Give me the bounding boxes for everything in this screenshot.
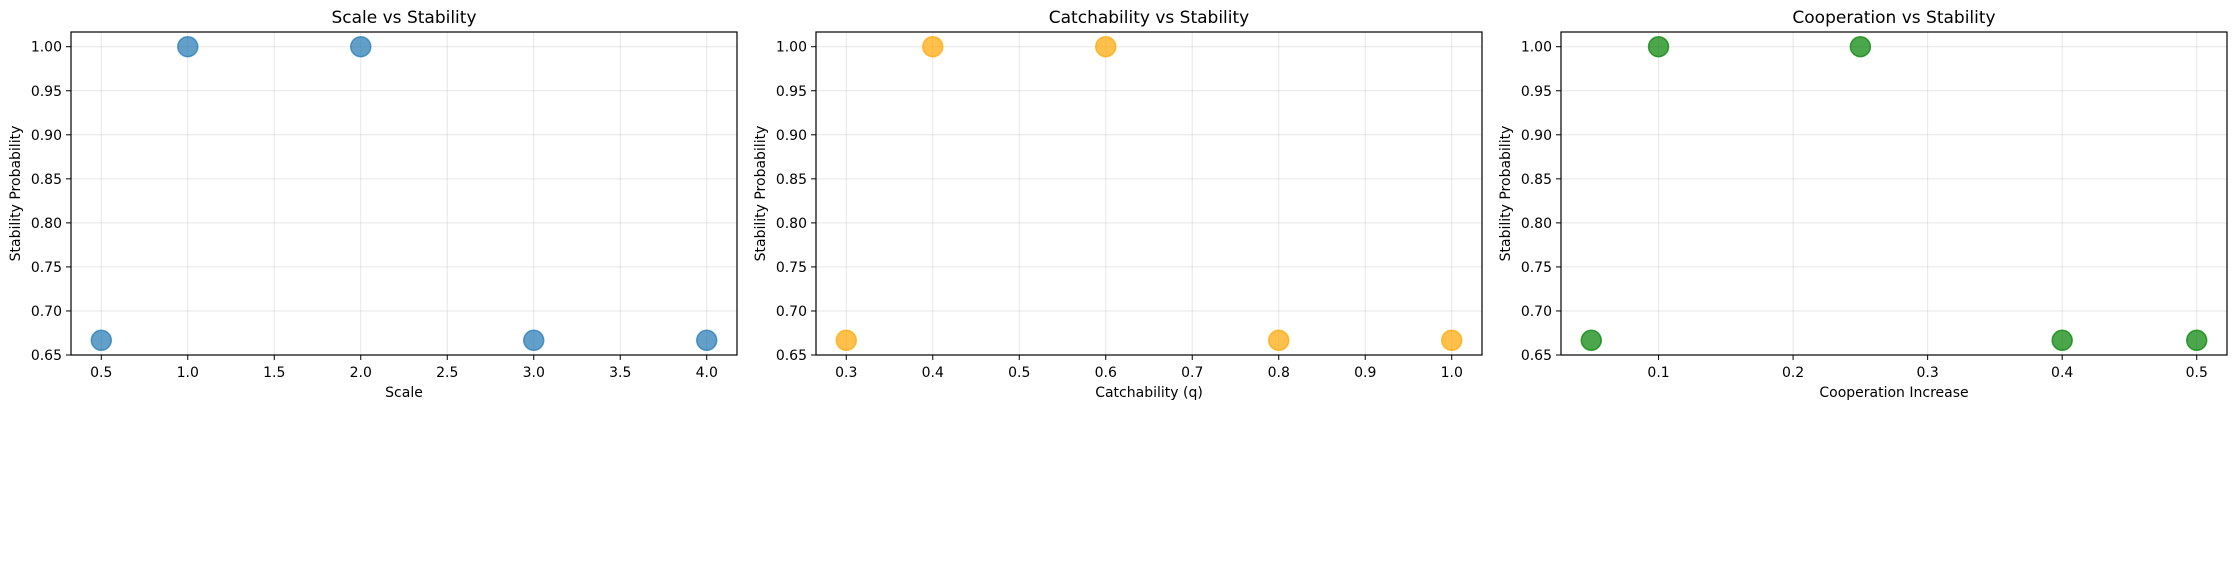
y-axis-label: Stability Probability [753, 126, 769, 262]
x-tick-label: 4.0 [696, 365, 718, 381]
data-point [177, 35, 199, 58]
y-tick-label: 0.90 [1521, 128, 1552, 144]
x-axis-label: Scale [385, 385, 423, 401]
x-tick-label: 1.5 [263, 365, 285, 381]
chart-panel-3: 0.1 0.2 0.3 0.4 0.5 0.65 0.70 0.75 0.80 0.85 0.90 0… [1498, 8, 2228, 401]
data-point [835, 329, 858, 352]
axes-frame [815, 31, 1483, 356]
y-tick-label: 1.00 [31, 40, 62, 56]
x-tick-label: 0.8 [1268, 365, 1290, 381]
y-tick-label: 0.70 [1521, 304, 1552, 320]
x-tick-label: 0.3 [835, 365, 857, 381]
x-axis-label: Catchability (q) [1095, 385, 1203, 401]
data-point [1095, 35, 1117, 58]
x-tick-label: 0.7 [1181, 365, 1203, 381]
chart-title: Catchability vs Stability [1049, 8, 1249, 28]
data-point [922, 35, 944, 58]
x-tick-label: 0.5 [2186, 365, 2208, 381]
y-tick-label: 0.75 [776, 260, 807, 276]
y-tick-label: 1.00 [776, 40, 807, 56]
chart-panel-1: 0.5 1.0 1.5 2.0 2.5 3.0 3.5 4.0 0.65 0.70 0.75 0.80… [8, 8, 738, 401]
x-tick-label: 0.5 [1008, 365, 1030, 381]
y-tick-label: 0.70 [31, 304, 62, 320]
chart-panel-2: 0.3 0.4 0.5 0.6 0.7 0.8 0.9 1.0 0.65 0.70 0.75 0.80… [753, 8, 1483, 401]
x-axis-label: Cooperation Increase [1819, 385, 1968, 401]
axes-frame [1560, 31, 2228, 356]
y-tick-label: 0.75 [1521, 260, 1552, 276]
data-point [1849, 35, 1872, 58]
x-tick-label: 0.3 [1917, 365, 1939, 381]
y-tick-label: 0.95 [1521, 84, 1552, 100]
x-tick-label: 0.1 [1647, 365, 1669, 381]
y-tick-label: 0.85 [31, 172, 62, 188]
y-tick-label: 0.80 [776, 216, 807, 232]
data-point [1647, 35, 1670, 58]
chart-title: Cooperation vs Stability [1792, 8, 1995, 28]
x-tick-label: 0.4 [922, 365, 944, 381]
x-tick-label: 1.0 [177, 365, 199, 381]
x-tick-label: 1.0 [1441, 365, 1463, 381]
y-tick-label: 0.65 [31, 348, 62, 364]
y-tick-label: 0.80 [1521, 216, 1552, 232]
data-point [695, 329, 718, 352]
y-tick-label: 0.90 [776, 128, 807, 144]
x-tick-label: 2.5 [436, 365, 458, 381]
x-tick-label: 0.4 [2051, 365, 2073, 381]
y-tick-label: 0.70 [776, 304, 807, 320]
x-tick-label: 0.2 [1782, 365, 1804, 381]
x-tick-label: 3.0 [523, 365, 545, 381]
data-point [350, 35, 372, 58]
y-tick-label: 0.75 [31, 260, 62, 276]
x-tick-label: 0.9 [1354, 365, 1376, 381]
x-tick-label: 0.6 [1095, 365, 1117, 381]
chart-title: Scale vs Stability [331, 8, 476, 28]
data-point [1267, 329, 1290, 352]
x-tick-label: 3.5 [609, 365, 631, 381]
data-point [2051, 329, 2073, 352]
y-axis-label: Stability Probability [1498, 126, 1514, 262]
data-point [1440, 329, 1463, 352]
y-tick-label: 0.85 [1521, 172, 1552, 188]
y-tick-label: 0.95 [776, 84, 807, 100]
axes-frame [70, 31, 738, 356]
y-tick-label: 0.85 [776, 172, 807, 188]
y-tick-label: 0.80 [31, 216, 62, 232]
y-tick-label: 1.00 [1521, 40, 1552, 56]
x-tick-label: 2.0 [350, 365, 372, 381]
x-tick-label: 0.5 [90, 365, 112, 381]
y-tick-label: 0.65 [1521, 348, 1552, 364]
data-point [522, 329, 545, 352]
data-point [90, 329, 113, 352]
y-tick-label: 0.65 [776, 348, 807, 364]
data-point [2185, 329, 2208, 352]
y-axis-label: Stability Probability [8, 126, 24, 262]
y-tick-label: 0.95 [31, 84, 62, 100]
data-point [1580, 329, 1603, 352]
y-tick-label: 0.90 [31, 128, 62, 144]
